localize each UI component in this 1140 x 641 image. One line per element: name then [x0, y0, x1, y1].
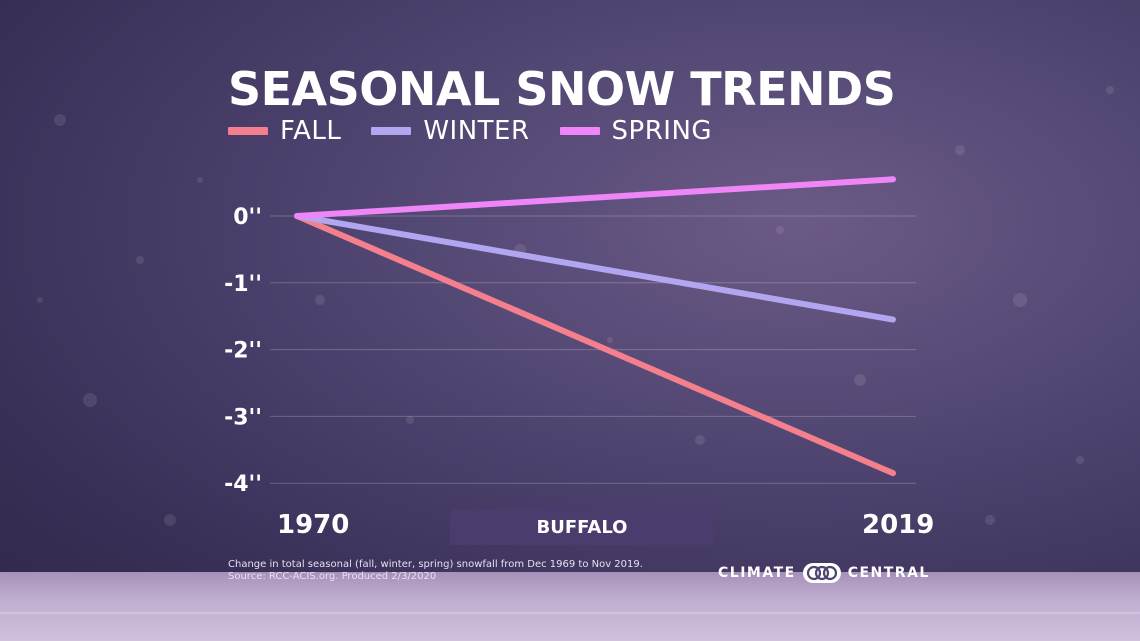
- bottom-band: [0, 572, 1140, 641]
- legend-item-winter: WINTER: [371, 116, 529, 146]
- legend-label-spring: SPRING: [611, 116, 713, 146]
- x-tick-label-end: 2019: [862, 510, 935, 540]
- legend-swatch-winter: [371, 127, 412, 135]
- chart-legend: FALL WINTER SPRING: [228, 116, 742, 146]
- series-line-fall: [294, 213, 896, 477]
- legend-item-fall: FALL: [228, 116, 341, 146]
- legend-swatch-spring: [559, 127, 600, 135]
- y-tick-label: 0'': [233, 205, 262, 230]
- legend-item-spring: SPRING: [559, 116, 713, 146]
- brand-text-left: CLIMATE: [718, 565, 796, 581]
- location-label: BUFFALO: [450, 509, 714, 545]
- footnote-line-description: Change in total seasonal (fall, winter, …: [228, 559, 643, 570]
- y-tick-label: -2'': [224, 339, 262, 364]
- series-line-spring: [294, 176, 896, 219]
- footnote-line-source: Source: RCC-ACIS.org. Produced 2/3/2020: [228, 571, 437, 582]
- series-line-winter: [294, 213, 896, 323]
- legend-label-winter: WINTER: [423, 116, 530, 146]
- climate-central-logo-icon: [802, 563, 841, 583]
- y-tick-label: -3'': [224, 405, 262, 430]
- legend-label-fall: FALL: [280, 116, 342, 146]
- climate-central-brand: CLIMATE CENTRAL: [718, 562, 930, 584]
- y-tick-label: -1'': [224, 272, 262, 297]
- legend-swatch-fall: [228, 127, 268, 135]
- x-tick-label-start: 1970: [277, 510, 350, 540]
- y-tick-label: -4'': [224, 472, 262, 497]
- bottom-divider: [0, 612, 1140, 614]
- chart-title: SEASONAL SNOW TRENDS: [228, 62, 896, 116]
- brand-text-right: CENTRAL: [847, 565, 930, 581]
- chart-footnote: Change in total seasonal (fall, winter, …: [228, 559, 643, 583]
